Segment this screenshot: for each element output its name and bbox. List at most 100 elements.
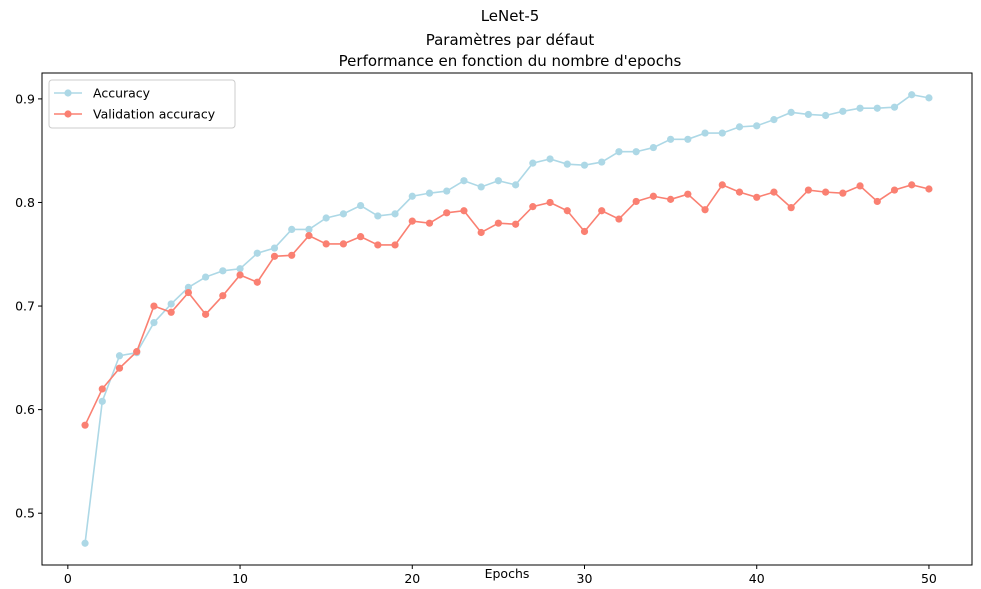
data-point-validation-accuracy [563,207,571,215]
data-point-validation-accuracy [167,308,175,316]
data-point-accuracy [873,104,881,112]
data-point-validation-accuracy [512,220,520,228]
data-point-validation-accuracy [133,348,141,356]
data-point-accuracy [563,160,571,168]
data-point-accuracy [718,129,726,137]
series-validation-accuracy [81,181,933,429]
data-point-accuracy [219,267,227,275]
data-point-accuracy [839,107,847,115]
data-point-accuracy [615,148,623,156]
data-point-validation-accuracy [632,197,640,206]
data-point-accuracy [167,300,175,308]
x-tick-label: 0 [64,571,72,586]
data-point-validation-accuracy [684,190,692,198]
data-point-accuracy [649,143,657,152]
data-point-validation-accuracy [477,228,485,237]
y-tick-label: 0.9 [15,91,35,106]
data-point-accuracy [546,155,554,163]
data-point-validation-accuracy [425,219,434,227]
data-point-accuracy [804,110,812,119]
data-point-validation-accuracy [718,181,726,189]
data-point-accuracy [202,273,210,281]
data-point-accuracy [322,214,330,222]
data-point-accuracy [253,249,261,257]
data-point-validation-accuracy [598,207,606,215]
data-point-accuracy [890,103,899,111]
data-point-validation-accuracy [580,227,589,236]
legend: Accuracy Validation accuracy [48,79,236,129]
x-axis-label: Epochs [485,566,530,581]
data-point-validation-accuracy [357,233,365,241]
data-point-validation-accuracy [115,364,124,372]
data-point-accuracy [822,111,830,120]
data-point-validation-accuracy [408,217,416,225]
data-point-validation-accuracy [873,197,881,206]
data-point-accuracy [288,225,296,234]
data-point-validation-accuracy [374,241,382,249]
series-line-validation-accuracy [84,183,930,426]
axis-ticks: 0 10 20 30 40 50 0.5 0.6 0.7 0.8 0.9 [15,91,937,586]
data-point-validation-accuracy [150,302,158,310]
legend-marker-validation-accuracy [64,110,72,118]
x-tick-label: 40 [749,571,765,586]
data-point-accuracy [512,181,520,189]
plot-frame [41,72,973,566]
data-point-accuracy [701,129,709,137]
legend-marker-accuracy [64,89,72,97]
data-point-validation-accuracy [98,385,106,393]
chart-title-line-3: Performance en fonction du nombre d'epoc… [339,52,682,70]
data-point-accuracy [425,189,434,197]
data-point-accuracy [667,135,675,143]
data-point-validation-accuracy [339,240,347,248]
x-tick-label: 30 [577,571,593,586]
legend-box [48,79,236,129]
data-point-validation-accuracy [649,192,657,200]
data-point-validation-accuracy [460,207,468,215]
data-point-accuracy [98,397,106,405]
data-point-validation-accuracy [546,198,554,207]
data-point-validation-accuracy [305,232,313,240]
data-point-validation-accuracy [925,185,933,193]
data-point-validation-accuracy [701,206,709,214]
x-tick-label: 50 [921,571,937,586]
data-point-validation-accuracy [804,186,812,194]
chart-title-line-2: Paramètres par défaut [426,31,595,49]
data-point-validation-accuracy [856,182,864,190]
data-point-accuracy [270,244,279,252]
data-point-accuracy [477,183,485,191]
data-point-validation-accuracy [391,241,399,249]
data-point-accuracy [443,187,451,195]
data-point-validation-accuracy [270,252,279,260]
data-point-accuracy [735,123,744,131]
data-point-accuracy [357,201,365,210]
data-point-validation-accuracy [202,310,210,318]
data-point-validation-accuracy [615,215,623,223]
data-point-accuracy [770,116,778,124]
data-point-accuracy [81,539,89,547]
data-point-accuracy [925,94,933,102]
chart-title-line-1: LeNet-5 [481,7,540,25]
data-point-validation-accuracy [890,186,899,194]
data-point-accuracy [494,177,502,185]
data-point-validation-accuracy [443,209,451,217]
data-point-validation-accuracy [822,188,830,196]
data-point-validation-accuracy [219,292,227,300]
data-point-accuracy [460,177,468,185]
data-point-validation-accuracy [839,189,847,197]
data-point-validation-accuracy [322,240,330,248]
x-tick-label: 10 [232,571,248,586]
data-point-validation-accuracy [753,193,761,201]
data-point-accuracy [787,108,795,116]
data-point-accuracy [598,158,606,166]
data-point-accuracy [908,91,916,99]
data-point-validation-accuracy [184,288,192,297]
legend-label-accuracy: Accuracy [93,86,151,101]
data-point-accuracy [305,225,313,234]
data-point-accuracy [856,104,864,112]
plot-area [81,91,933,547]
data-point-accuracy [374,212,382,220]
data-point-validation-accuracy [770,188,778,196]
data-point-validation-accuracy [529,203,537,211]
data-point-accuracy [150,319,158,327]
